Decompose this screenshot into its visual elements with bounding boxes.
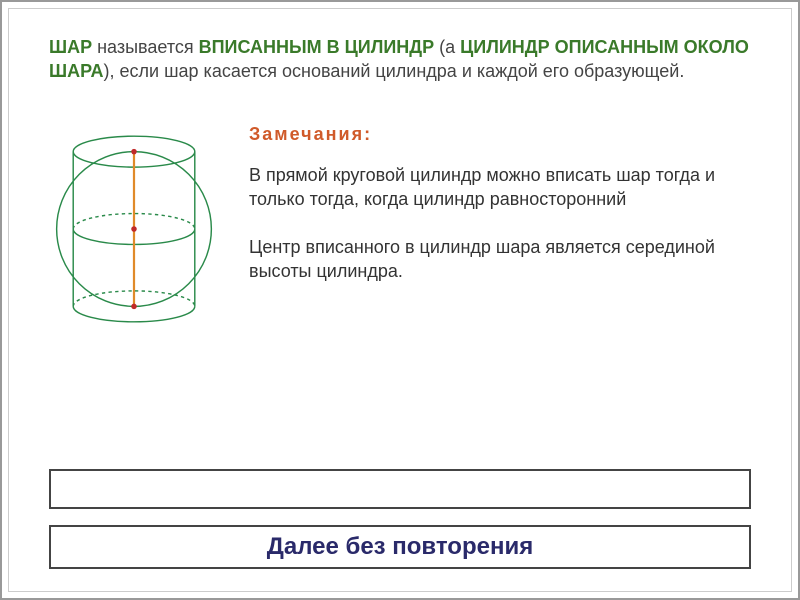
next-button[interactable]: Далее без повторения [49,525,751,569]
sphere-in-cylinder-diagram [49,124,219,334]
note-1: В прямой круговой цилиндр можно вписать … [249,163,751,212]
def-rest: , если шар касается оснований цилиндра и… [110,61,685,81]
term-sphere: ШАР [49,37,92,57]
def-paren-open: (а [434,37,460,57]
next-button-label: Далее без повторения [267,533,533,561]
notes-column: Замечания: В прямой круговой цилиндр мож… [249,124,751,308]
middle-row: Замечания: В прямой круговой цилиндр мож… [49,124,751,334]
slide-inner-frame: ШАР называется ВПИСАННЫМ В ЦИЛИНДР (а ЦИ… [8,8,792,592]
slide-outer-frame: ШАР называется ВПИСАННЫМ В ЦИЛИНДР (а ЦИ… [0,0,800,600]
button-bar: Далее без повторения [49,453,751,569]
definition-text: ШАР называется ВПИСАННЫМ В ЦИЛИНДР (а ЦИ… [49,35,751,84]
note-2: Центр вписанного в цилиндр шара является… [249,235,751,284]
notes-title: Замечания: [249,124,751,145]
repeat-button[interactable] [49,469,751,509]
def-mid1: называется [92,37,199,57]
term-inscribed: ВПИСАННЫМ В ЦИЛИНДР [199,37,435,57]
